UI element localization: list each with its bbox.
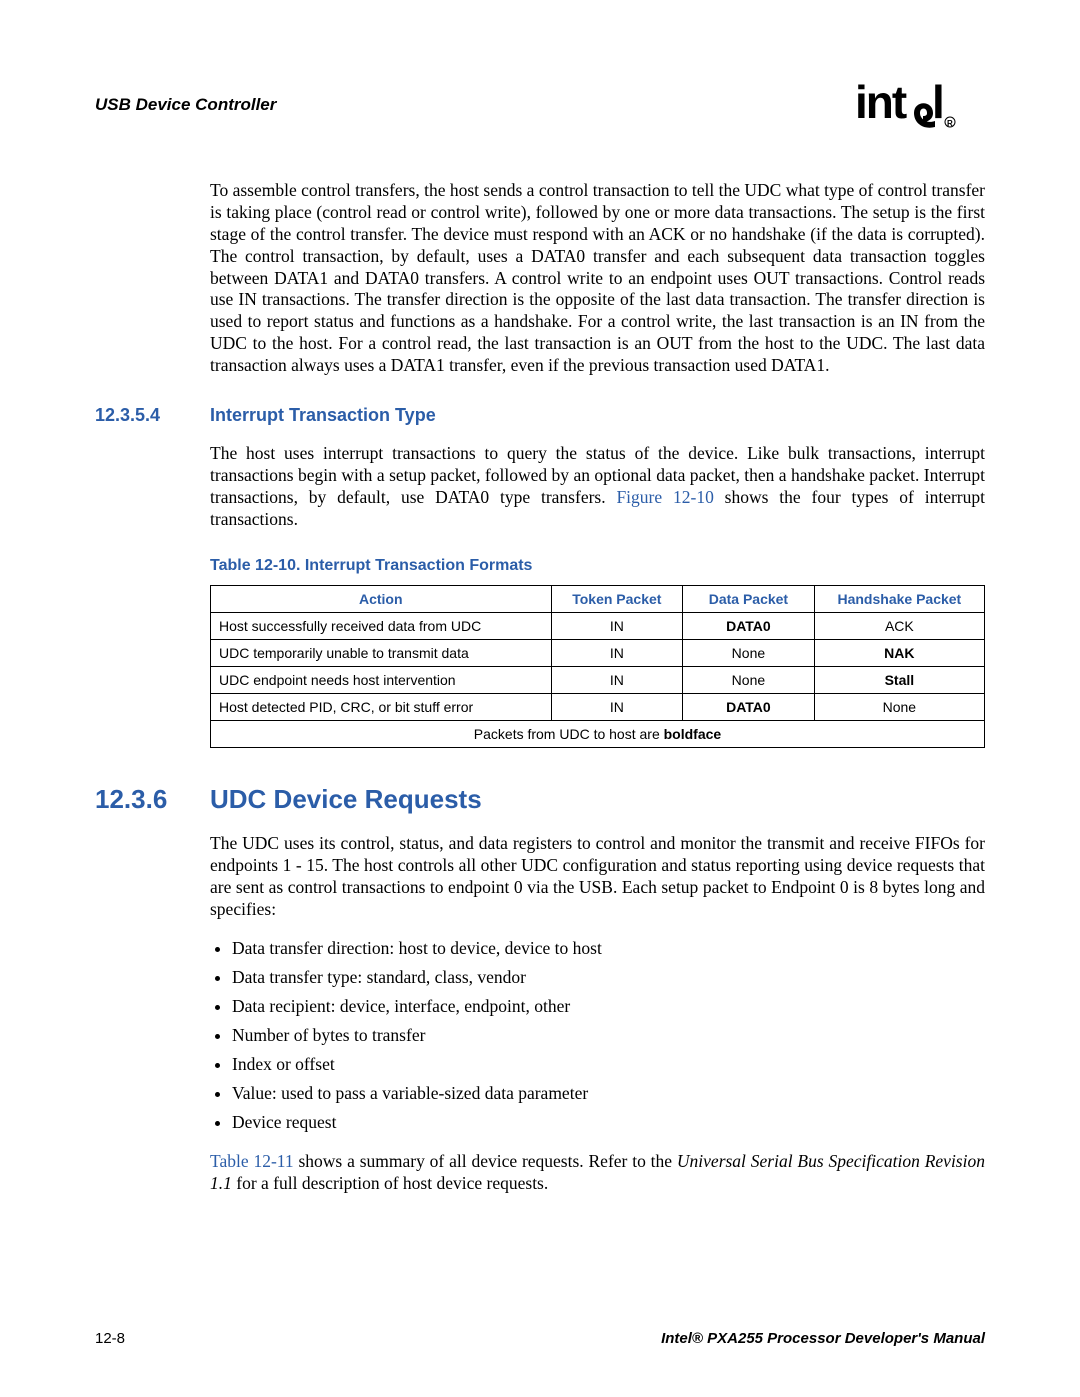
section-12-3-6-heading: 12.3.6 UDC Device Requests	[95, 784, 985, 815]
manual-title: Intel® PXA255 Processor Developer's Manu…	[661, 1330, 985, 1347]
page: USB Device Controller int l R To assembl…	[0, 0, 1080, 1397]
cell-token: IN	[551, 693, 683, 720]
intel-logo: int l R	[855, 80, 985, 130]
interrupt-paragraph: The host uses interrupt transactions to …	[210, 443, 985, 531]
table-header-row: Action Token Packet Data Packet Handshak…	[211, 585, 985, 612]
table-row: UDC temporarily unable to transmit dataI…	[211, 639, 985, 666]
col-action: Action	[211, 585, 552, 612]
list-item: Device request	[232, 1112, 985, 1133]
cell-handshake: None	[814, 693, 984, 720]
cell-data: None	[683, 639, 815, 666]
intro-paragraph: To assemble control transfers, the host …	[210, 180, 985, 377]
table-row: UDC endpoint needs host interventionINNo…	[211, 666, 985, 693]
table-row: Host detected PID, CRC, or bit stuff err…	[211, 693, 985, 720]
interrupt-transaction-table: Action Token Packet Data Packet Handshak…	[210, 585, 985, 748]
cell-action: UDC endpoint needs host intervention	[211, 666, 552, 693]
footnote-text: Packets from UDC to host are	[474, 726, 664, 742]
svg-text:int: int	[855, 80, 907, 128]
cell-action: UDC temporarily unable to transmit data	[211, 639, 552, 666]
table-caption: Table 12-10. Interrupt Transaction Forma…	[210, 557, 985, 575]
table-row: Host successfully received data from UDC…	[211, 612, 985, 639]
list-item: Data transfer direction: host to device,…	[232, 938, 985, 959]
section-12-3-5-4-heading: 12.3.5.4 Interrupt Transaction Type	[95, 405, 985, 426]
col-handshake: Handshake Packet	[814, 585, 984, 612]
section-title: Interrupt Transaction Type	[210, 405, 436, 426]
cell-handshake: ACK	[814, 612, 984, 639]
cell-action: Host detected PID, CRC, or bit stuff err…	[211, 693, 552, 720]
footnote-bold: boldface	[664, 726, 722, 742]
cell-data: DATA0	[683, 612, 815, 639]
cell-token: IN	[551, 639, 683, 666]
closing-paragraph: Table 12-11 shows a summary of all devic…	[210, 1151, 985, 1195]
cell-token: IN	[551, 666, 683, 693]
table-footnote-row: Packets from UDC to host are boldface	[211, 720, 985, 747]
cell-action: Host successfully received data from UDC	[211, 612, 552, 639]
section-number: 12.3.5.4	[95, 405, 210, 426]
figure-reference-link[interactable]: Figure 12-10	[616, 487, 713, 507]
cell-data: None	[683, 666, 815, 693]
section-number: 12.3.6	[95, 784, 210, 815]
cell-data: DATA0	[683, 693, 815, 720]
table-footnote: Packets from UDC to host are boldface	[211, 720, 985, 747]
page-number: 12-8	[95, 1330, 125, 1347]
list-item: Data transfer type: standard, class, ven…	[232, 967, 985, 988]
cell-token: IN	[551, 612, 683, 639]
specifies-list: Data transfer direction: host to device,…	[210, 938, 985, 1133]
col-data: Data Packet	[683, 585, 815, 612]
svg-text:l: l	[932, 80, 943, 128]
list-item: Number of bytes to transfer	[232, 1025, 985, 1046]
udc-intro-paragraph: The UDC uses its control, status, and da…	[210, 833, 985, 921]
section-12-3-5-4-body: The host uses interrupt transactions to …	[210, 443, 985, 748]
list-item: Value: used to pass a variable-sized dat…	[232, 1083, 985, 1104]
section-title: UDC Device Requests	[210, 784, 482, 815]
cell-handshake: Stall	[814, 666, 984, 693]
cell-handshake: NAK	[814, 639, 984, 666]
section-12-3-6-body: The UDC uses its control, status, and da…	[210, 833, 985, 1195]
table-reference-link[interactable]: Table 12-11	[210, 1151, 294, 1171]
header-section-title: USB Device Controller	[95, 95, 276, 115]
list-item: Index or offset	[232, 1054, 985, 1075]
page-header: USB Device Controller int l R	[95, 80, 985, 130]
page-footer: 12-8 Intel® PXA255 Processor Developer's…	[95, 1330, 985, 1347]
intro-paragraph-block: To assemble control transfers, the host …	[210, 180, 985, 377]
col-token: Token Packet	[551, 585, 683, 612]
text-run: shows a summary of all device requests. …	[294, 1151, 677, 1171]
text-run: for a full description of host device re…	[232, 1173, 548, 1193]
list-item: Data recipient: device, interface, endpo…	[232, 996, 985, 1017]
